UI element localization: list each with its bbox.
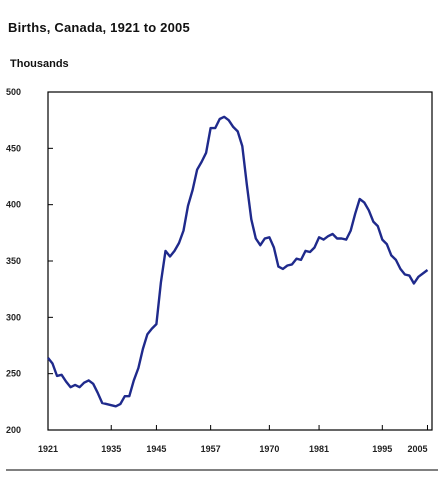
x-tick-label: 1995 — [372, 444, 392, 454]
x-tick-label: 1981 — [309, 444, 329, 454]
y-axis-label: Thousands — [10, 58, 69, 70]
y-tick-label: 400 — [6, 200, 21, 210]
y-tick-label: 250 — [6, 369, 21, 379]
x-tick-label: 1945 — [146, 444, 166, 454]
x-tick-label: 1957 — [201, 444, 221, 454]
y-tick-label: 350 — [6, 256, 21, 266]
y-tick-label: 200 — [6, 425, 21, 435]
x-axis-ticks: 1921 1935 1945 1957 1970 1981 1995 2005 — [38, 425, 428, 454]
x-tick-label: 1970 — [259, 444, 279, 454]
y-tick-label: 300 — [6, 312, 21, 322]
y-tick-label: 450 — [6, 143, 21, 153]
chart-title: Births, Canada, 1921 to 2005 — [8, 20, 190, 35]
x-tick-label: 1921 — [38, 444, 58, 454]
y-tick-label: 500 — [6, 87, 21, 97]
x-tick-label: 2005 — [407, 444, 427, 454]
y-axis-ticks: 200 250 300 350 400 450 500 — [6, 87, 53, 435]
series-line-births — [47, 115, 429, 408]
x-tick-label: 1935 — [101, 444, 121, 454]
